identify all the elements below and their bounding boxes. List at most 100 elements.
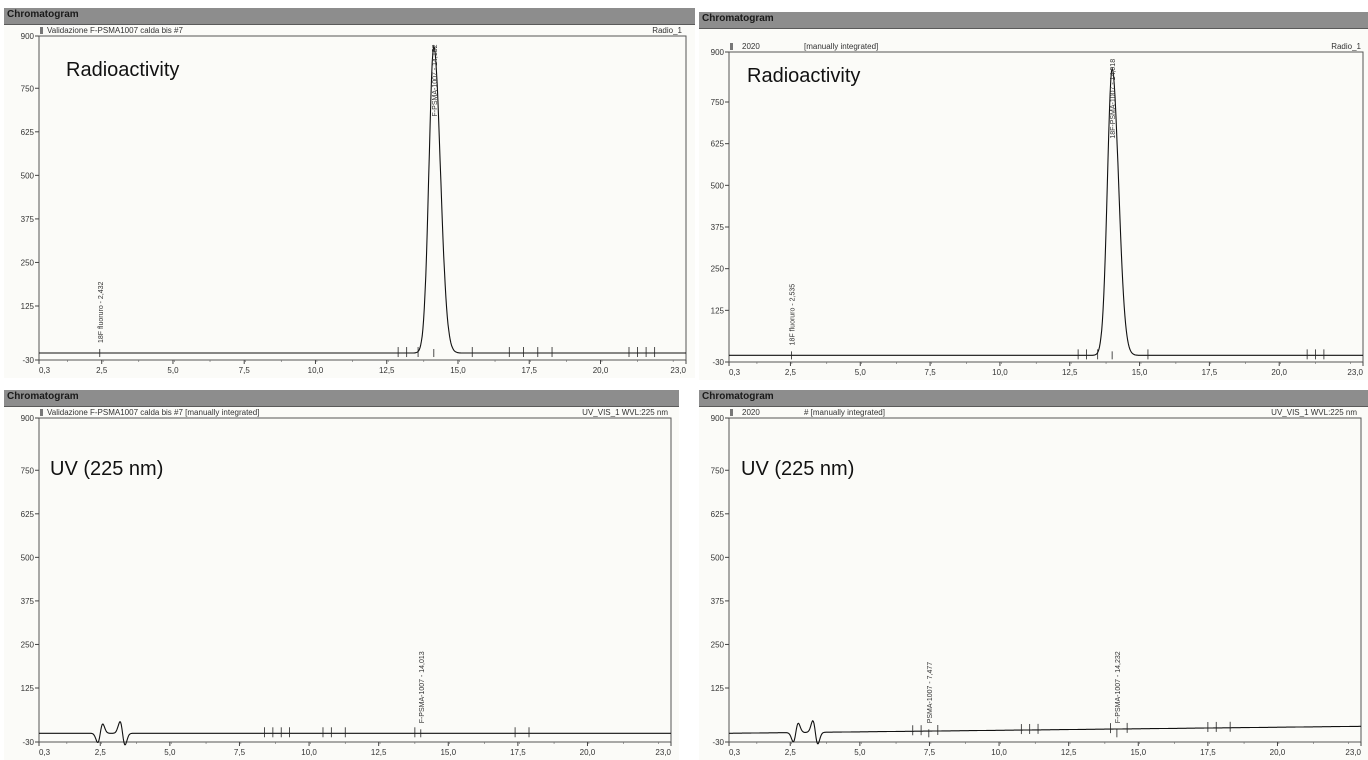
chart-subtitle-2: [manually integrated]: [804, 42, 878, 51]
plot-frame: [728, 51, 1364, 363]
y-tick-label: 375: [711, 597, 725, 606]
y-tick-label: 750: [711, 466, 725, 475]
x-tick-label: 20,0: [1270, 748, 1286, 757]
chart-subtitle: 2020: [742, 42, 760, 51]
chromatogram-panel-radio-right: Chromatogram 2020 [manually integrated] Ra…: [699, 12, 1368, 380]
y-tick-label: 750: [21, 466, 35, 475]
panel-header: Chromatogram: [4, 390, 679, 407]
x-tick-label: 23,0: [670, 366, 686, 375]
y-tick-label: 375: [711, 223, 725, 232]
chart-subtitle: Validazione F-PSMA1007 calda bis #7: [47, 26, 183, 35]
x-tick-label: 5,0: [854, 748, 866, 757]
y-tick-label: 250: [711, 640, 725, 649]
x-tick-label: 0,3: [39, 366, 51, 375]
panel-header: Chromatogram: [699, 12, 1368, 29]
chromatogram-trace: [729, 720, 1361, 745]
x-tick-label: 0,3: [729, 368, 741, 377]
peak-label: 18F fluoruro - 2,535: [789, 284, 796, 346]
y-tick-label: 625: [711, 140, 725, 149]
x-tick-label: 23,0: [1347, 368, 1363, 377]
channel-label: Radio_1: [1331, 42, 1361, 51]
x-tick-label: 5,0: [167, 366, 179, 375]
y-tick-label: 125: [711, 684, 725, 693]
y-tick-label: -30: [712, 738, 724, 747]
y-tick-label: 500: [711, 181, 725, 190]
x-tick-label: 17,5: [510, 748, 526, 757]
chart-subtitle-2: # [manually integrated]: [804, 408, 885, 417]
x-tick-label: 2,5: [95, 748, 107, 757]
plot-frame: [38, 35, 687, 361]
y-tick-label: 900: [711, 48, 725, 57]
peak-label: PSMA-1007 - 7,477: [927, 662, 934, 724]
x-tick-label: 10,0: [992, 368, 1008, 377]
x-tick-label: 17,5: [1200, 748, 1216, 757]
y-tick-label: 375: [21, 215, 35, 224]
detector-annotation: Radioactivity: [747, 65, 860, 87]
detector-annotation: UV (225 nm): [50, 458, 163, 480]
x-tick-label: 12,5: [379, 366, 395, 375]
x-tick-label: 5,0: [855, 368, 867, 377]
chromatogram-plot: Validazione F-PSMA1007 calda bis #7 Radio…: [21, 26, 687, 375]
x-tick-label: 12,5: [1062, 368, 1078, 377]
y-tick-label: 125: [711, 306, 725, 315]
detector-annotation: Radioactivity: [66, 59, 179, 81]
y-tick-label: 500: [21, 553, 35, 562]
y-tick-label: 250: [711, 265, 725, 274]
y-tick-label: -30: [712, 358, 724, 367]
chromatogram-trace: [39, 721, 671, 746]
detector-annotation: UV (225 nm): [741, 458, 854, 480]
chromatogram-trace: [729, 66, 1363, 356]
chart-subtitle: Validazione F-PSMA1007 calda bis #7 [man…: [47, 408, 259, 417]
window-icon: [40, 409, 43, 416]
x-tick-label: 12,5: [371, 748, 387, 757]
x-tick-label: 7,5: [239, 366, 251, 375]
channel-label: UV_VIS_1 WVL:225 nm: [1271, 408, 1357, 417]
panel-header-title: Chromatogram: [702, 391, 774, 402]
x-tick-label: 10,0: [991, 748, 1007, 757]
peak-label: F-PSMA-1007 - 14,152: [432, 44, 439, 116]
chromatogram-plot: 2020 # [manually integrated] UV_VIS_1 WVL:…: [711, 408, 1362, 757]
y-tick-label: 375: [21, 597, 35, 606]
chart-subtitle: 2020: [742, 408, 760, 417]
panel-header-title: Chromatogram: [7, 9, 79, 20]
peak-label: 18F fluoruro - 2,432: [98, 281, 105, 343]
x-tick-label: 23,0: [655, 748, 671, 757]
y-tick-label: 250: [21, 258, 35, 267]
x-tick-label: 10,0: [301, 748, 317, 757]
y-tick-label: 750: [711, 98, 725, 107]
x-tick-label: 17,5: [1202, 368, 1218, 377]
chromatogram-plot: Validazione F-PSMA1007 calda bis #7 [man…: [21, 408, 672, 757]
plot-frame: [728, 417, 1362, 743]
chromatogram-plot: 2020 [manually integrated] Radio_1 Radioact…: [711, 42, 1364, 377]
x-tick-label: 15,0: [440, 748, 456, 757]
x-tick-label: 15,0: [450, 366, 466, 375]
x-tick-label: 2,5: [785, 748, 797, 757]
peak-label: 18F-PSMA-1007 - 14,018: [1110, 59, 1117, 139]
x-tick-label: 12,5: [1061, 748, 1077, 757]
y-tick-label: 750: [21, 84, 35, 93]
x-tick-label: 20,0: [593, 366, 609, 375]
x-tick-label: 23,0: [1345, 748, 1361, 757]
x-tick-label: 7,5: [924, 748, 936, 757]
x-tick-label: 7,5: [925, 368, 937, 377]
y-tick-label: 125: [21, 302, 35, 311]
y-tick-label: 500: [711, 553, 725, 562]
x-tick-label: 2,5: [785, 368, 797, 377]
x-tick-label: 20,0: [580, 748, 596, 757]
x-tick-label: 7,5: [234, 748, 246, 757]
y-tick-label: 900: [21, 414, 35, 423]
x-tick-label: 5,0: [164, 748, 176, 757]
channel-label: Radio_1: [652, 26, 682, 35]
y-tick-label: 500: [21, 171, 35, 180]
chromatogram-panel-uv-left: Chromatogram Validazione F-PSMA1007 cald…: [4, 390, 679, 760]
window-icon: [730, 43, 733, 50]
x-tick-label: 20,0: [1271, 368, 1287, 377]
y-tick-label: 900: [21, 32, 35, 41]
x-tick-label: 10,0: [308, 366, 324, 375]
x-tick-label: 0,3: [39, 748, 51, 757]
x-tick-label: 15,0: [1132, 368, 1148, 377]
window-icon: [730, 409, 733, 416]
chromatogram-trace: [39, 45, 686, 354]
y-tick-label: -30: [22, 738, 34, 747]
panel-header-title: Chromatogram: [7, 391, 79, 402]
